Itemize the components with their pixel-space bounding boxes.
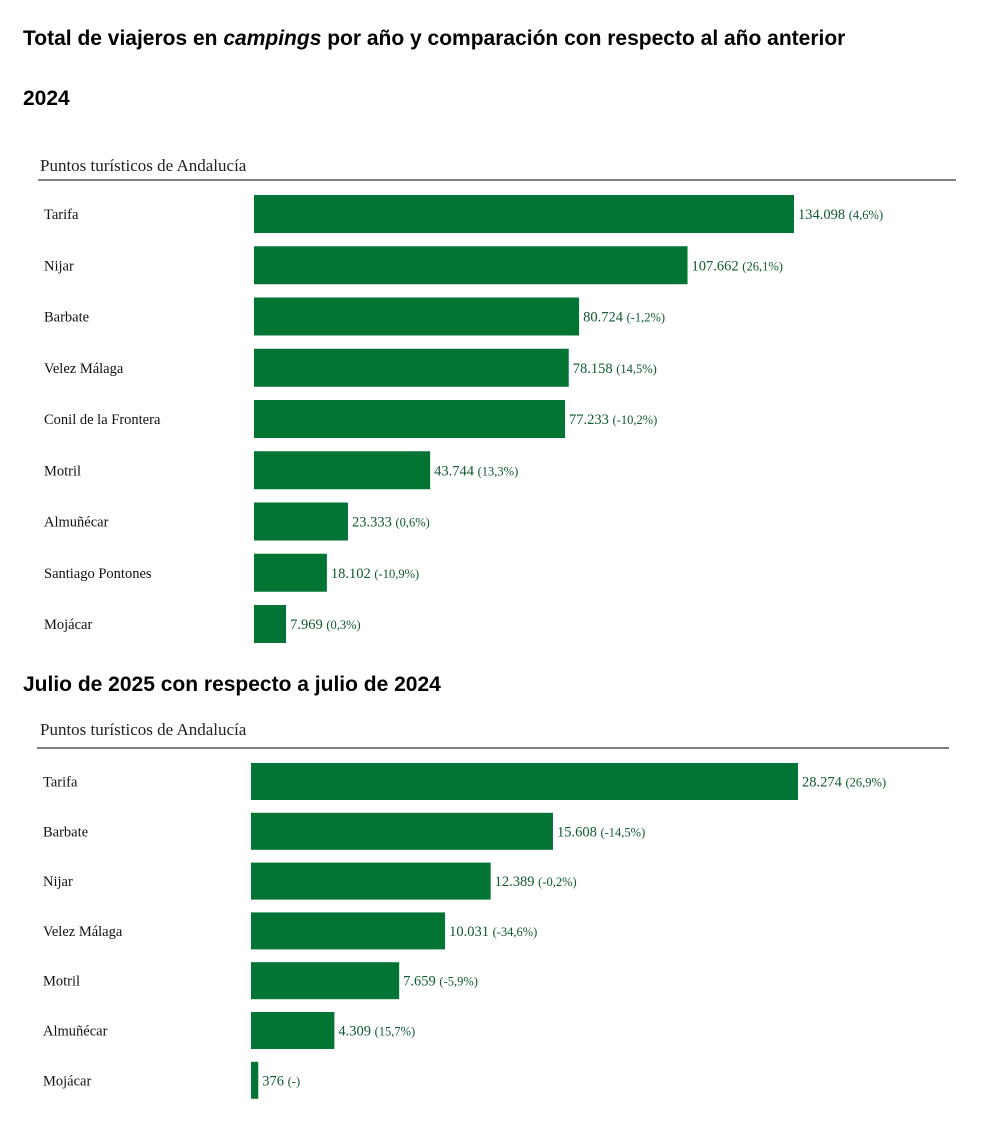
bar [251,812,553,850]
value-number: 80.724 [583,310,627,326]
bar [251,962,400,1000]
bar-chart-july: Puntos turísticos de Andalucía Tarifa 28.2… [37,720,949,1099]
category-label: Almuñécar [43,1024,108,1040]
category-label: Velez Málaga [44,361,124,377]
change-percent: (26,9%) [846,776,887,790]
category-label: Velez Málaga [43,924,123,940]
main-title-prefix: Total de viajeros en [23,27,224,50]
bar [254,605,287,643]
bar [254,451,431,490]
value-label: 107.662 (26,1%) [692,258,783,274]
value-number: 107.662 [692,258,743,274]
change-percent: (-) [288,1074,301,1088]
bar [254,195,794,233]
value-number: 23.333 [352,515,396,531]
value-number: 78.158 [573,361,617,377]
main-title: Total de viajeros en campings por año y … [23,25,973,53]
change-percent: (-10,9%) [374,567,419,581]
value-label: 7.969 (0,3%) [290,617,361,633]
main-title-emphasis: campings [223,27,322,50]
bar [254,297,580,336]
value-number: 7.659 [403,974,439,990]
value-number: 15.608 [557,824,601,840]
category-label: Motril [44,463,81,479]
bar [251,763,798,800]
chart-header-label: Puntos turísticos de Andalucía [40,156,247,175]
bar-chart-2024: Puntos turísticos de Andalucía Tarifa 134.… [38,156,956,643]
change-percent: (15,7%) [375,1025,416,1039]
value-label: 23.333 (0,6%) [352,515,430,531]
value-label: 15.608 (-14,5%) [557,824,645,840]
bar [251,1061,259,1099]
bar [254,348,569,387]
value-number: 43.744 [434,463,478,479]
section-title-july: Julio de 2025 con respecto a julio de 20… [23,673,441,696]
change-percent: (-14,5%) [600,825,645,839]
category-label: Conil de la Frontera [44,412,161,428]
value-label: 4.309 (15,7%) [338,1024,415,1040]
bar [254,246,688,285]
main-title-suffix: por año y comparación con respecto al añ… [321,27,846,50]
change-percent: (14,5%) [616,362,657,376]
category-label: Motril [43,974,80,990]
value-number: 4.309 [338,1024,374,1040]
value-label: 28.274 (26,9%) [802,775,886,791]
value-label: 12.389 (-0,2%) [495,874,577,890]
bar [254,400,566,438]
category-label: Mojácar [43,1073,91,1089]
value-label: 376 (-) [262,1073,300,1089]
bar [254,502,348,541]
value-number: 376 [262,1073,287,1089]
value-label: 18.102 (-10,9%) [331,566,419,582]
category-label: Mojácar [44,617,92,633]
change-percent: (-1,2%) [627,311,666,325]
value-number: 7.969 [290,617,326,633]
change-percent: (13,3%) [478,464,519,478]
category-label: Santiago Pontones [44,566,152,582]
category-label: Almuñécar [44,515,109,531]
change-percent: (4,6%) [849,208,883,222]
value-number: 18.102 [331,566,375,582]
value-label: 78.158 (14,5%) [573,361,657,377]
change-percent: (-10,2%) [613,413,658,427]
value-label: 7.659 (-5,9%) [403,974,478,990]
bar [251,912,446,950]
category-label: Nijar [43,874,73,890]
value-label: 10.031 (-34,6%) [449,924,537,940]
bar [254,553,327,592]
change-percent: (-0,2%) [538,875,577,889]
value-label: 134.098 (4,6%) [798,207,883,223]
change-percent: (-5,9%) [439,975,478,989]
bar [251,1012,335,1049]
section-title-2024: 2024 [23,87,70,110]
value-number: 28.274 [802,775,846,791]
bar [251,862,491,900]
change-percent: (-34,6%) [493,925,538,939]
change-percent: (26,1%) [742,259,783,273]
value-label: 77.233 (-10,2%) [569,412,657,428]
category-label: Tarifa [43,775,78,791]
category-label: Tarifa [44,207,79,223]
value-number: 10.031 [449,924,493,940]
category-label: Nijar [44,258,74,274]
value-number: 134.098 [798,207,849,223]
chart-header-label: Puntos turísticos de Andalucía [40,720,247,739]
category-label: Barbate [43,824,88,840]
value-number: 12.389 [495,874,539,890]
value-label: 80.724 (-1,2%) [583,310,665,326]
value-label: 43.744 (13,3%) [434,463,518,479]
change-percent: (0,6%) [395,516,429,530]
category-label: Barbate [44,310,89,326]
change-percent: (0,3%) [326,618,360,632]
value-number: 77.233 [569,412,613,428]
